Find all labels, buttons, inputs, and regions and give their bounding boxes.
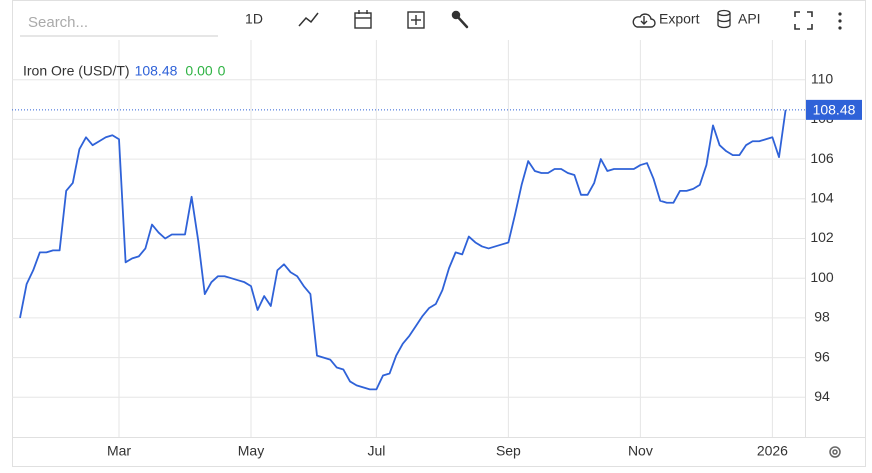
chart-settings-icon[interactable] [829, 446, 841, 458]
settings-tool-icon[interactable] [451, 10, 469, 29]
menu-icon[interactable] [838, 12, 842, 30]
api-button[interactable]: API [738, 11, 761, 27]
x-tick-label: Sep [496, 443, 521, 459]
x-tick-label: 2026 [757, 443, 788, 459]
x-tick-label: May [238, 443, 264, 459]
export-button[interactable]: Export [659, 11, 700, 27]
y-tick-label: 110 [811, 70, 834, 86]
y-tick-label: 100 [810, 269, 834, 285]
legend-price: 108.48 [135, 63, 178, 79]
legend-name: Iron Ore (USD/T) [23, 63, 130, 79]
calendar-icon[interactable] [354, 10, 372, 29]
price-box-label: 108.48 [813, 102, 856, 118]
search-box[interactable]: Search... [28, 14, 88, 31]
y-tick-label: 94 [814, 388, 830, 404]
y-tick-label: 104 [810, 190, 834, 206]
y-tick-label: 98 [814, 309, 830, 325]
y-tick-label: 106 [810, 150, 834, 166]
fullscreen-icon[interactable] [794, 11, 813, 30]
y-tick-label: 96 [814, 348, 830, 364]
price-line [19, 109, 787, 391]
interval-button[interactable]: 1D [245, 11, 263, 27]
price-box [806, 99, 862, 120]
x-tick-label: Mar [107, 443, 131, 459]
x-tick-label: Jul [367, 443, 385, 459]
x-tick-label: Nov [628, 443, 653, 459]
api-icon[interactable] [717, 9, 731, 29]
indicator-icon[interactable] [407, 11, 425, 29]
legend-change-percent: 0 [218, 63, 226, 79]
frame [12, 0, 866, 467]
plot [12, 40, 805, 437]
export-icon[interactable] [632, 13, 656, 28]
legend-change: 0.00 [185, 63, 212, 79]
y-tick-label: 102 [810, 229, 834, 245]
chart-type-icon[interactable] [298, 12, 319, 27]
